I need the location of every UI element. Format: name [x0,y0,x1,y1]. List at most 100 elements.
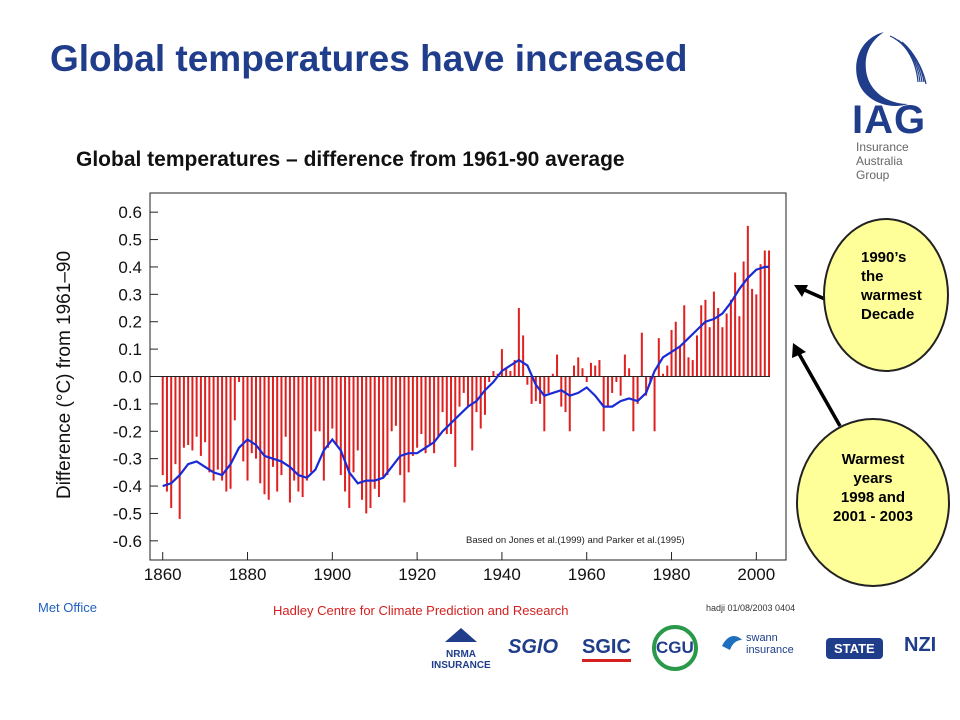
y-tick-label: -0.2 [113,422,142,441]
bar-1905 [352,376,355,473]
bar-1888 [280,376,283,476]
callout2-line3: 1998 and [840,489,906,506]
bar-1958 [577,357,580,377]
callout1-line4: Decade [861,306,915,323]
bar-1926 [441,376,444,413]
y-tick-label: -0.5 [113,504,142,523]
bar-1864 [178,376,181,519]
bar-1879 [242,376,245,462]
bar-1947 [530,376,533,404]
y-axis: 0.6 0.5 0.4 0.3 0.2 0.1 0.0 -0.1 -0.2 -0.3 -0.4 -0.… [113,203,158,551]
bar-1984 [687,357,690,377]
bar-1897 [318,376,321,432]
bar-1932 [467,376,469,407]
x-tick-label: 1880 [229,565,267,584]
bar-1945 [522,335,525,377]
bar-1985 [691,360,694,377]
bar-1973 [640,332,643,377]
bar-1885 [267,376,270,500]
bar-1909 [369,376,372,508]
bar-1922 [424,376,427,454]
cgu-ring-icon [652,625,698,671]
brand-swann-label: swann insurance [746,632,794,656]
x-tick-label: 2000 [737,565,775,584]
slide-title: Global temperatures have increased [50,38,688,79]
arrow-1990s-head [794,285,808,297]
bar-1914 [390,376,393,432]
iag-logo: IAG Insurance Australia Group [846,28,946,188]
bar-1899 [327,376,330,448]
bar-1951 [547,376,550,393]
bar-1987 [700,305,703,377]
bar-1982 [679,346,681,377]
y-tick-label: 0.2 [118,313,142,332]
bar-1941 [505,368,508,377]
bar-1963 [598,360,601,377]
x-axis: 1860 1880 1900 1920 1940 1960 1980 2000 [144,552,775,584]
bar-1902 [339,376,342,476]
y-tick-label: 0.0 [118,368,142,387]
hadley-credit: Hadley Centre for Climate Prediction and… [273,603,569,618]
bar-1980 [670,329,673,377]
bar-1901 [335,376,338,445]
callout-warmest-years: Warmest years 1998 and 2001 - 2003 [796,418,950,587]
y-tick-label: 0.5 [118,231,142,250]
bar-1894 [305,376,308,481]
bar-1979 [666,365,669,377]
x-tick-label: 1920 [398,565,436,584]
bar-1904 [348,376,351,508]
bar-1872 [212,376,215,481]
bar-1891 [293,376,296,481]
bar-1978 [662,373,665,377]
x-tick-label: 1940 [483,565,521,584]
bar-1892 [297,376,300,492]
bar-1925 [437,376,440,437]
bar-1906 [356,376,359,451]
bar-1977 [657,338,660,377]
bar-1873 [216,376,219,470]
bar-1969 [623,354,626,377]
bar-1880 [246,376,249,481]
bar-1992 [721,327,724,377]
bar-1898 [322,376,325,481]
bar-1968 [619,376,622,396]
callout2-line2: years [853,470,893,487]
bar-1959 [581,368,584,377]
bars-layer [161,225,771,519]
bar-1916 [399,376,402,476]
bar-1961 [589,362,592,377]
brand-cgu: CGU [648,624,702,677]
bar-1912 [382,376,385,478]
bar-1950 [543,376,546,432]
bar-1928 [450,376,453,435]
chart-stamp: hadji 01/08/2003 0404 [706,603,796,613]
bar-1924 [433,376,436,454]
bar-1966 [611,376,614,393]
bar-1911 [377,376,380,498]
bar-1986 [695,335,698,377]
y-tick-label: 0.4 [118,258,142,277]
bar-1936 [483,376,486,415]
logo-line3: Group [856,168,890,182]
bar-1933 [471,376,474,451]
bar-2002 [763,250,766,377]
bar-1923 [428,376,431,445]
bar-1965 [606,376,609,407]
bar-1972 [636,376,639,404]
smoothed-series-line [162,265,769,488]
bar-1861 [165,376,168,492]
y-tick-label: -0.4 [113,477,142,496]
bar-1917 [403,376,406,503]
callout1-line3: warmest [861,287,922,304]
bar-1875 [225,376,228,492]
bar-1927 [445,376,448,435]
bar-1884 [263,376,266,495]
bar-1991 [717,308,720,377]
bar-1903 [344,376,347,492]
bar-1989 [708,327,711,377]
bar-1900 [331,376,334,429]
bar-1964 [602,376,605,432]
bar-1869 [199,376,202,456]
brand-sgio: SGIO [508,636,559,658]
bar-1896 [314,376,317,432]
